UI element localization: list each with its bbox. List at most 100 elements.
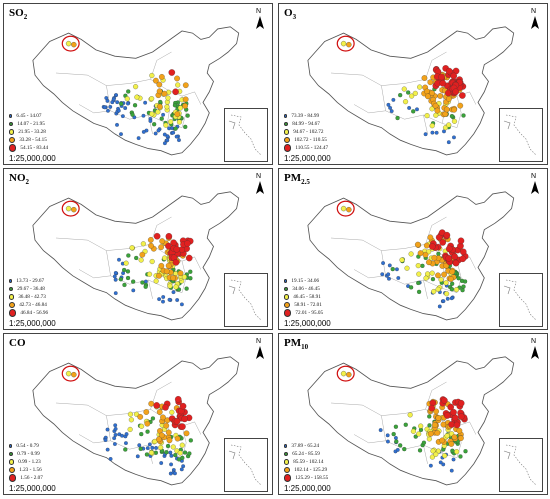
station-dot [174,134,179,139]
station-dot [457,237,465,245]
station-dot [452,135,456,140]
station-dot [154,446,158,450]
station-dot [137,413,144,420]
station-dot [173,126,178,131]
station-dot [452,88,460,96]
legend-item: 34.06 - 46.45 [284,285,323,293]
station-dot [434,130,439,135]
station-dot [149,72,155,79]
station-dot [165,138,170,143]
station-dot [422,251,429,258]
station-dot [158,432,165,439]
station-dot [441,462,446,467]
station-dot [434,107,441,114]
station-dot [174,111,181,118]
station-dot [124,96,130,102]
station-dot [168,119,174,125]
station-dot [439,80,447,87]
station-dot [408,285,414,290]
station-dot [427,79,434,86]
province-border [469,256,477,270]
station-dot [396,276,401,280]
legend-swatch [9,279,13,283]
station-dot [177,138,181,143]
province-border [456,96,462,128]
legend-label: 84.99 - 94.67 [292,121,320,127]
station-dot [444,291,450,297]
legend-item: 102.14 - 125.29 [284,466,328,474]
legend-swatch [284,294,290,300]
station-dot [120,114,125,119]
station-dot [108,104,113,109]
station-dot [165,443,171,449]
station-dot [389,109,394,114]
station-dot [137,443,142,448]
station-dot [140,241,146,247]
station-dot [161,112,166,117]
station-dot [398,93,403,98]
station-dot [153,402,160,409]
station-dot [165,429,172,436]
station-dot [150,445,155,450]
station-dot [113,277,118,282]
province-border [55,237,130,251]
station-dot [421,440,427,445]
station-dot [187,451,192,456]
station-dot [459,278,465,283]
station-dot [103,438,108,442]
station-dot [111,97,116,102]
station-dot [394,439,399,444]
station-dot [444,433,450,439]
province-border [148,279,153,299]
country-outline [32,26,240,156]
station-dot [445,254,452,262]
station-dot [346,41,352,48]
station-dot [161,90,168,97]
station-dot [169,462,173,467]
scale-text: 1:25,000,000 [9,484,56,493]
station-dot [184,240,191,247]
station-dot [420,263,425,268]
station-dot [150,416,156,421]
map-panel-so2: SO2 6.45 - 14.07 14.07 - 21.95 21.95 - 33.… [3,3,273,165]
station-dot [407,106,412,110]
station-dot [443,231,451,239]
legend-swatch [9,451,14,457]
station-dot [126,89,131,94]
province-border [194,91,202,105]
station-dot [449,268,456,275]
station-dot [158,444,164,451]
station-dot [147,237,154,243]
scale-text: 1:25,000,000 [284,154,331,163]
station-dot [446,96,452,102]
station-dot [424,113,430,119]
station-dot [127,426,133,433]
station-dot [412,90,418,96]
station-dot [387,263,392,268]
province-border [129,114,183,128]
station-dot [403,422,408,427]
station-dot [429,106,435,112]
station-dot [449,296,454,301]
station-dot [130,112,135,117]
province-border [353,104,386,114]
station-dot [388,105,393,110]
station-dot [430,448,436,454]
station-dot [173,471,177,476]
station-dot [387,276,391,281]
station-dot [438,277,444,283]
legend-item: 65.24 - 85.59 [284,450,328,458]
province-border [194,421,202,435]
station-dot [139,251,146,258]
station-dot [458,435,464,442]
station-dot [340,40,347,47]
station-dot [115,122,119,127]
legend-swatch [284,451,289,457]
legend-item: 29.67 - 36.48 [9,285,48,293]
station-dot [438,460,443,465]
province-border [423,114,428,134]
station-dot [432,102,439,109]
station-dot [416,431,422,437]
highlight-circle [61,200,80,217]
station-dot [138,446,143,452]
